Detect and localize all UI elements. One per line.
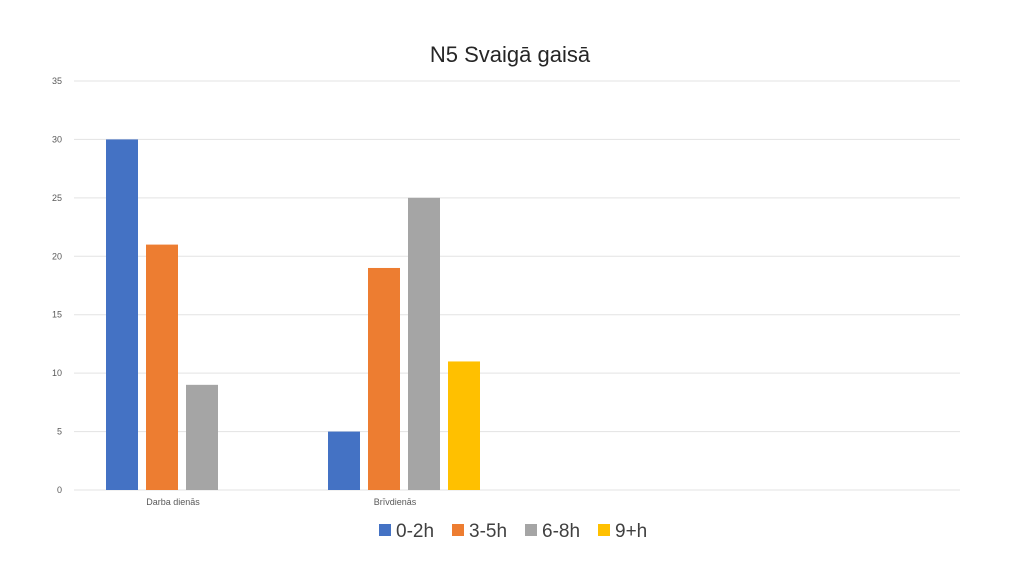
y-tick-label: 5 xyxy=(57,427,62,437)
legend-label: 9+h xyxy=(615,521,647,542)
legend-swatch-0-2h xyxy=(379,524,391,536)
y-axis-ticks: 0 5 10 15 20 25 30 35 xyxy=(52,76,62,495)
chart-title: N5 Svaigā gaisā xyxy=(430,42,591,67)
y-tick-label: 35 xyxy=(52,76,62,86)
bar-0-2h-Darba dienās xyxy=(106,139,138,490)
legend-label: 6-8h xyxy=(542,521,580,542)
bar-3-5h-Brīvdienās xyxy=(368,267,400,490)
x-category-label: Darba dienās xyxy=(146,497,200,507)
y-tick-label: 30 xyxy=(52,134,62,144)
gridlines xyxy=(74,80,960,491)
legend-swatch-6-8h xyxy=(525,524,537,536)
bar-9+h-Brīvdienās xyxy=(448,361,480,490)
y-tick-label: 10 xyxy=(52,368,62,378)
legend-swatch-3-5h xyxy=(452,524,464,536)
x-axis-categories: Darba dienās Brīvdienās xyxy=(146,497,417,507)
y-tick-label: 15 xyxy=(52,310,62,320)
x-category-label: Brīvdienās xyxy=(374,497,417,507)
legend: 0-2h 3-5h 6-8h 9+h xyxy=(379,521,647,542)
legend-label: 3-5h xyxy=(469,521,507,542)
bars xyxy=(106,139,480,490)
bar-3-5h-Darba dienās xyxy=(146,244,178,490)
y-tick-label: 0 xyxy=(57,485,62,495)
bar-6-8h-Brīvdienās xyxy=(408,197,440,490)
legend-label: 0-2h xyxy=(396,521,434,542)
y-tick-label: 25 xyxy=(52,193,62,203)
legend-swatch-9+h xyxy=(598,524,610,536)
y-tick-label: 20 xyxy=(52,251,62,261)
bar-0-2h-Brīvdienās xyxy=(328,431,360,490)
bar-6-8h-Darba dienās xyxy=(186,384,218,490)
